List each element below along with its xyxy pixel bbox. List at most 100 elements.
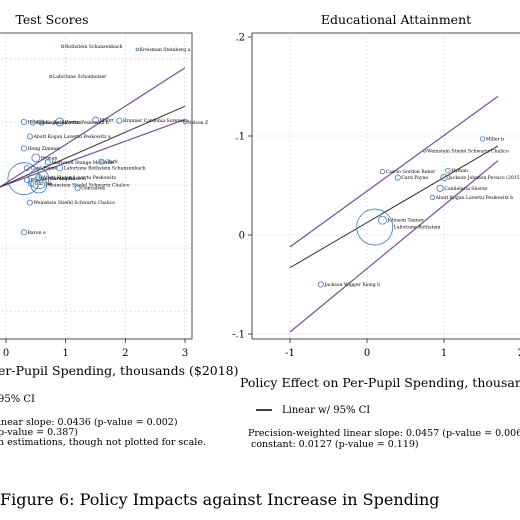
test-scores-note-1: inear slope: 0.0436 (p-value = 0.002) [0,417,178,428]
educational-attainment-point-label-5: Jackson Johnson Persico (2015); Jackson … [447,174,520,181]
educational-attainment-y-tick-label-1: 0 [239,231,245,242]
educational-attainment-point-jackson-wigger-xiong-b-10 [317,281,324,288]
test-scores-point-card-payne-15 [23,164,30,171]
test-scores-point-papke-18 [23,176,30,183]
educational-attainment-point-jackson-johnson-persico-2015-jackson-john-5 [440,173,448,182]
test-scores-ci-upper [0,67,186,188]
test-scores-point-label-19: Guryan [35,181,52,187]
educational-attainment-point-abott-kogan-lavertu-peskowitz-b-7 [429,194,436,200]
educational-attainment-x-tick-label-2: 1 [441,348,447,359]
test-scores-point-goncalves-23 [74,185,81,192]
test-scores-point-hyman-12 [31,153,41,163]
educational-attainment-point-label-6: Candelaria Shores [444,186,488,192]
test-scores-fit-line [0,105,186,188]
educational-attainment-point-label-10: Jackson Wigger Xiong b [323,282,380,288]
educational-attainment-panel: Miller b Weinstein Stiefel Schwartz Chali… [232,12,520,450]
test-scores-point-weinstein-stiefel-schwartz-chalico-24 [26,199,33,206]
test-scores-point-label-3: Hyman [65,119,82,125]
test-scores-plot-area [0,32,193,340]
test-scores-point-clark-14 [98,158,105,165]
educational-attainment-x-tick-label-0: -1 [285,348,295,359]
test-scores-point-label-23: Goncalves [81,186,105,192]
educational-attainment-title: Educational Attainment [321,12,471,27]
test-scores-point-miller-4 [92,116,99,124]
test-scores-point-label-18: Papke [30,177,44,183]
test-scores-point-label-20: Weinstein Stiefel Schwartz Chalico [48,183,130,189]
test-scores-legend: 95% CI [0,394,35,405]
educational-attainment-point-label-2: Hyman [451,168,468,174]
test-scores-point-label-9: Nelson Z [187,120,209,126]
test-scores-point-holden-6 [20,118,27,125]
test-scores-point-hong-zimmer-11 [20,145,27,152]
educational-attainment-ci-upper [289,95,499,248]
test-scores-point-lafortune-schonholzer-2 [49,74,53,79]
educational-attainment-x-label: Policy Effect on Per-Pupil Spending, tho… [240,375,520,390]
test-scores-point-label-11: Hong Zimmer [28,146,61,152]
test-scores-point-label-22: Gordon Nilsson [50,176,86,182]
educational-attainment-point-label-4: Card Payne [401,175,428,181]
test-scores-x-tick-label-0: 0 [3,348,9,359]
educational-attainment-point-miller-b-0 [479,136,486,142]
educational-attainment-note-2: constant: 0.0127 (p-value = 0.119) [251,439,419,450]
educational-attainment-fit-line [289,145,499,269]
test-scores-point-label-24: Weinstein Stiefel Schwartz Chalico [33,200,115,206]
test-scores-point-label-25: Baron e [28,230,46,236]
test-scores-point-label-15: Card Payne [30,165,57,171]
test-scores-point-label-4: Miller [100,118,115,124]
test-scores-point-label-14: Clark [105,159,118,165]
test-scores-x-tick-label-1: 1 [62,348,68,359]
educational-attainment-point-cascio-gordon-reber-3 [379,169,385,175]
educational-attainment-point-label-9: Lafortune Rothstein [394,225,441,231]
test-scores-point-abott-kogan-lavertu-peskowitz-a-10 [26,133,33,140]
test-scores-point-label-16: Lafortune Rothstein Schanzenbach [64,165,146,171]
test-scores-title: Test Scores [15,12,88,27]
test-scores-point-nelson-z-9 [183,120,187,125]
test-scores-note-2: p-value = 0.387) [0,427,78,438]
educational-attainment-point-lafortune-rothstein-9 [356,208,394,246]
test-scores-point-label-13: Martorell Stange McFarlin [51,160,113,166]
test-scores-point-label-1: Kreisman Steinberg a [140,47,191,53]
educational-attainment-point-label-8: Johnson Tanner [386,218,424,224]
educational-attainment-point-hyman-2 [445,167,451,174]
test-scores-point-lafortune-rothstein-schanzenbach-16 [56,164,64,172]
educational-attainment-point-label-3: Cascio Gordon Reber [386,169,436,175]
test-scores-point-label-0: Rothstein Schanzenbach [65,44,123,50]
test-scores-point-cascio-reber-7 [29,119,36,126]
educational-attainment-note-1: Precision-weighted linear slope: 0.0457 … [248,428,520,439]
educational-attainment-legend: Linear w/ 95% CI [282,405,370,416]
test-scores-point-baron-e-25 [20,229,27,236]
test-scores-x-tick-label-2: 2 [122,348,128,359]
test-scores-note-3: n estimations, though not plotted for sc… [0,437,206,448]
test-scores-point-martorell-stange-mcfarlin-13 [44,159,51,166]
educational-attainment-point-label-7: Abott Kogan Lavertu Peskowitz b [435,195,514,201]
test-scores-point-label-17: Abott Kogan Lavertu Peskowitz [42,175,117,181]
test-scores-x-label: er-Pupil Spending, thousands ($2018) [0,363,239,378]
educational-attainment-point-candelaria-shores-6 [436,184,444,193]
test-scores-panel: Rothstein Schanzenbach Kreisman Steinberg… [0,12,239,448]
test-scores-point-kogan-lavertu-peskowitz-b-8 [38,119,45,126]
figure-caption: Figure 6: Policy Impacts against Increas… [0,490,440,509]
test-scores-point-label-21: Guryan Gupta [41,176,74,182]
test-scores-point-label-12: Hyman [41,155,58,161]
educational-attainment-point-label-0: Miller b [486,136,504,142]
test-scores-point-label-7: Cascio Reber [36,120,68,126]
educational-attainment-y-tick-label-2: .1 [235,132,245,143]
test-scores-point-hyman-3 [55,117,65,127]
test-scores-point-guryan-gupta-21 [7,162,41,196]
educational-attainment-point-johnson-tanner-8 [377,215,387,225]
educational-attainment-y-tick-label-3: .2 [235,33,245,44]
educational-attainment-y-tick-label-0: -.1 [232,330,245,341]
educational-attainment-x-tick-label-1: 0 [364,348,370,359]
test-scores-ci-lower [0,118,186,188]
test-scores-point-label-6: Holden [28,119,45,125]
test-scores-point-label-10: Abott Kogan Lavertu Peskowitz a [32,134,111,140]
test-scores-point-rothstein-schanzenbach-0 [60,44,65,49]
educational-attainment-ci-lower [289,160,499,333]
test-scores-point-label-2: Lafortune Schonholzer [53,74,107,80]
educational-attainment-point-card-payne-4 [394,174,401,181]
test-scores-point-brunner-cardonia-sorensen-5 [116,117,123,124]
test-scores-point-kreisman-steinberg-a-1 [135,47,139,52]
test-scores-point-label-5: Brunner Cardonia Sorensen [123,118,188,124]
test-scores-x-tick-label-3: 3 [182,348,188,359]
